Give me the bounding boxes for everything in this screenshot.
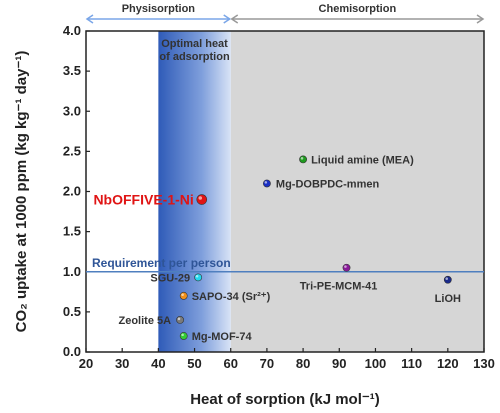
x-tick-label: 70 bbox=[260, 356, 274, 371]
point-label: Zeolite 5A bbox=[118, 315, 171, 327]
region-arrow-chemisorption: Chemisorption bbox=[230, 3, 485, 24]
point-label: Liquid amine (MEA) bbox=[311, 154, 414, 166]
point-marker bbox=[299, 155, 307, 164]
point-label: Mg-DOBPDC-mmen bbox=[276, 178, 380, 190]
point-label: LiOH bbox=[435, 293, 461, 305]
y-tick-label: 2.0 bbox=[63, 184, 81, 199]
x-tick-label: 90 bbox=[332, 356, 346, 371]
data-point-zeolite-5a: Zeolite 5A bbox=[118, 315, 184, 327]
point-marker bbox=[443, 275, 452, 284]
y-tick-label: 0.5 bbox=[63, 304, 81, 319]
data-point-liquid-amine-mea: Liquid amine (MEA) bbox=[299, 154, 414, 166]
y-tick-label: 0.0 bbox=[63, 344, 81, 359]
marks-layer: Requirement per person NbOFFIVE-1-Ni Liqui… bbox=[86, 154, 484, 343]
requirement-label: Requirement per person bbox=[92, 256, 231, 270]
point-highlight bbox=[181, 333, 184, 337]
data-point-sapo-34-sr: SAPO-34 (Sr²⁺) bbox=[179, 291, 271, 303]
y-tick-label: 1.0 bbox=[63, 264, 81, 279]
region-arrow-physisorption: Physisorption bbox=[85, 3, 232, 24]
point-label: SGU-29 bbox=[150, 272, 190, 284]
region-label-chemisorption: Chemisorption bbox=[319, 3, 397, 15]
x-axis-title: Heat of sorption (kJ mol⁻¹) bbox=[190, 391, 380, 408]
x-tick-label: 110 bbox=[401, 356, 422, 371]
y-tick-label: 1.5 bbox=[63, 224, 81, 239]
point-marker bbox=[179, 291, 188, 300]
y-axis-title: CO₂ uptake at 1000 ppm (kg kg⁻¹ day⁻¹) bbox=[13, 51, 30, 333]
point-highlight bbox=[177, 317, 181, 321]
x-tick-label: 30 bbox=[115, 356, 129, 371]
data-point-mg-dobpdc-mmen: Mg-DOBPDC-mmen bbox=[263, 178, 379, 190]
region-arrow-head-left bbox=[230, 14, 239, 24]
point-label: Tri-PE-MCM-41 bbox=[300, 281, 378, 293]
x-tick-label: 80 bbox=[296, 356, 310, 371]
x-tick-label: 120 bbox=[437, 356, 459, 371]
x-tick-label: 20 bbox=[79, 356, 93, 371]
point-highlight bbox=[195, 275, 199, 278]
x-tick-label: 40 bbox=[151, 356, 165, 371]
point-highlight bbox=[264, 181, 268, 184]
x-tick-label: 50 bbox=[187, 356, 201, 371]
x-tick-label: 130 bbox=[473, 356, 495, 371]
data-point-tri-pe-mcm-41: Tri-PE-MCM-41 bbox=[300, 263, 378, 293]
optimal-band-label-line1: Optimal heat bbox=[161, 38, 228, 50]
y-tick-label: 4.0 bbox=[63, 23, 81, 38]
point-marker bbox=[342, 263, 351, 272]
point-marker bbox=[179, 332, 188, 340]
point-highlight bbox=[344, 265, 347, 268]
optimal-heat-band bbox=[158, 31, 231, 352]
region-arrow-head-right bbox=[223, 14, 232, 24]
data-point-nboffive-1-ni: NbOFFIVE-1-Ni bbox=[93, 192, 208, 208]
y-tick-label: 3.5 bbox=[63, 63, 81, 78]
y-tick-label: 3.0 bbox=[63, 103, 81, 118]
point-highlight bbox=[445, 277, 448, 280]
region-arrow-head-left bbox=[85, 14, 94, 24]
point-marker bbox=[196, 194, 208, 205]
point-highlight bbox=[181, 293, 184, 297]
x-tick-label: 100 bbox=[365, 356, 387, 371]
point-marker bbox=[263, 179, 271, 188]
point-highlight bbox=[198, 196, 203, 200]
region-arrow-head-right bbox=[476, 14, 485, 24]
x-tick-label: 60 bbox=[223, 356, 237, 371]
y-tick-label: 2.5 bbox=[63, 143, 81, 158]
data-point-mg-mof-74: Mg-MOF-74 bbox=[179, 331, 253, 343]
point-label: Mg-MOF-74 bbox=[192, 331, 253, 343]
point-label: SAPO-34 (Sr²⁺) bbox=[192, 291, 271, 303]
point-highlight bbox=[300, 157, 304, 160]
axes-layer: Physisorption Chemisorption 20 30 40 50 60 70 80… bbox=[63, 3, 495, 371]
data-point-sgu-29: SGU-29 bbox=[150, 272, 203, 284]
point-marker bbox=[176, 315, 184, 324]
point-marker bbox=[194, 273, 203, 282]
point-label: NbOFFIVE-1-Ni bbox=[93, 192, 193, 208]
chemisorption-region bbox=[230, 31, 484, 352]
region-label-physisorption: Physisorption bbox=[122, 3, 196, 15]
optimal-band-label-line2: of adsorption bbox=[159, 51, 230, 63]
data-point-lioh: LiOH bbox=[435, 275, 461, 305]
